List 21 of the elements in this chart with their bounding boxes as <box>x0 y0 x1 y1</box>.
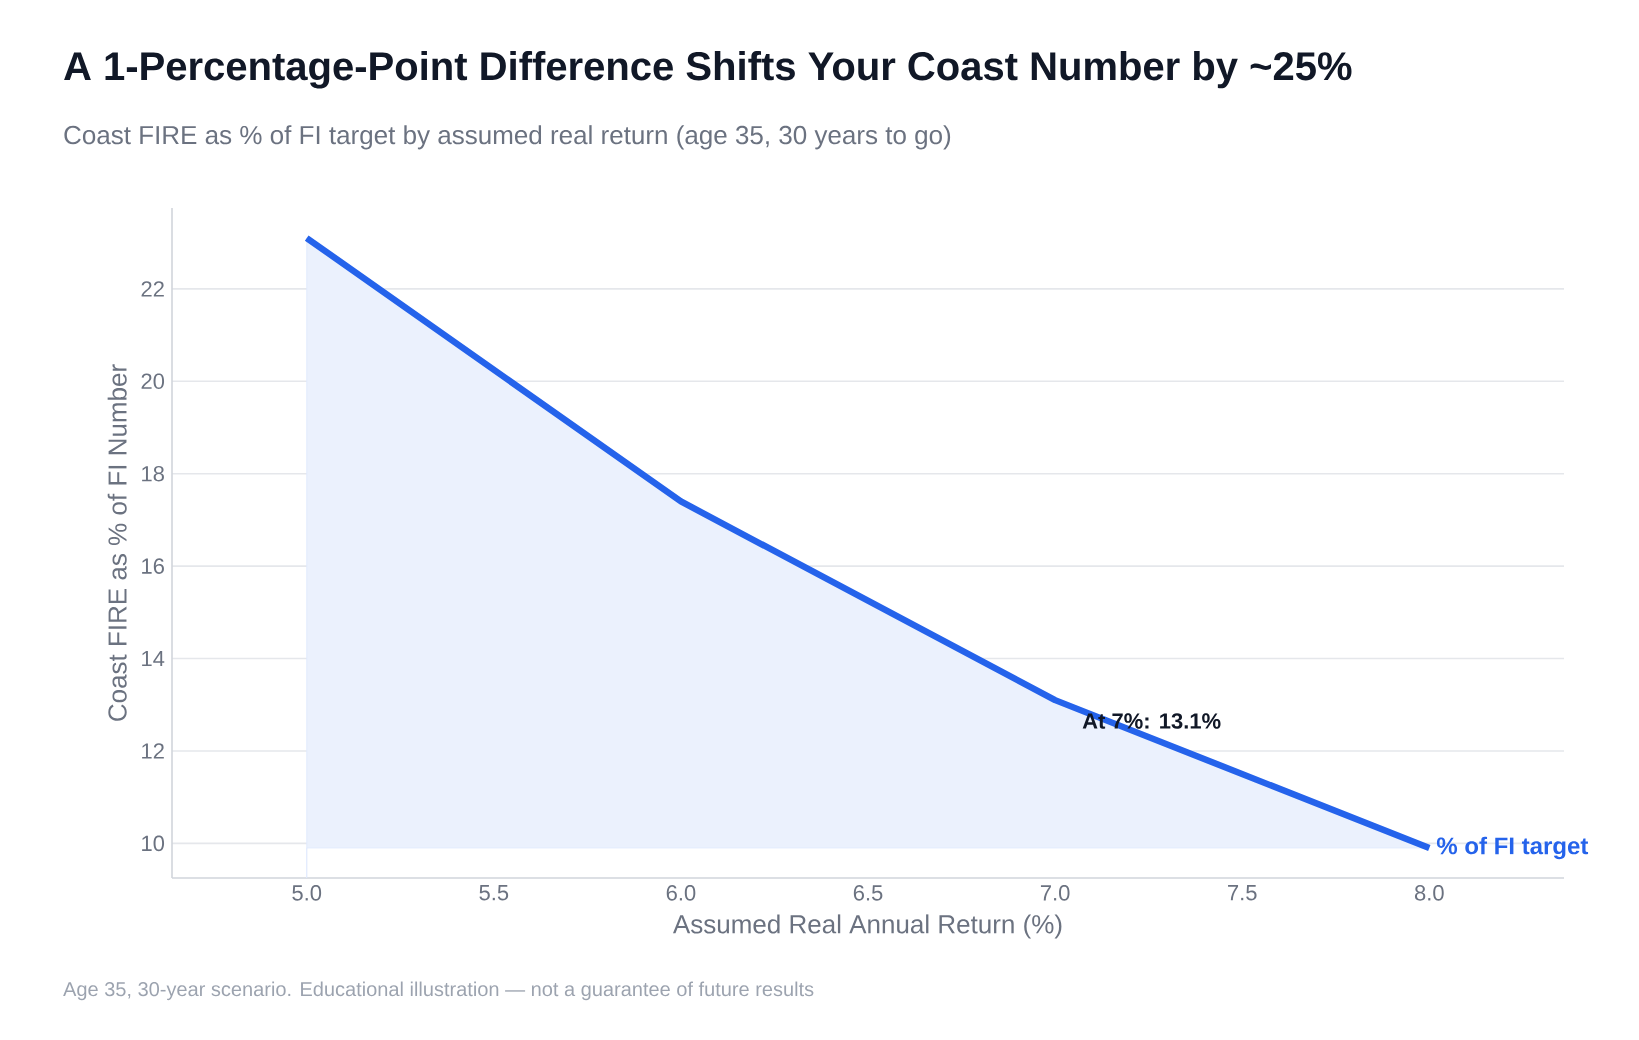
y-tick-label: 14 <box>142 650 165 667</box>
series-label: % of FI target <box>1436 836 1589 860</box>
x-tick-label: 7.5 <box>1228 885 1257 901</box>
chart-subtitle: Coast FIRE as % of FI target by assumed real return (age 35, 30 years to go) <box>64 125 951 150</box>
y-tick-label: 12 <box>142 743 164 759</box>
annotation: At 7%: 13.1% <box>1082 713 1221 729</box>
chart-title: A 1-Percentage-Point Difference Shifts Your Coast Number by ~25% <box>64 51 1352 89</box>
y-tick-label: 18 <box>142 465 164 482</box>
y-tick-label: 22 <box>141 281 164 297</box>
x-axis-title: Assumed Real Annual Return (%) <box>672 914 1062 939</box>
text: Age 35, 30-year scenario. Educational illustration — not a guarantee of future results <box>63 981 814 1001</box>
y-tick-label: 20 <box>141 373 165 390</box>
y-axis-title: Coast FIRE as % of FI Number <box>107 364 127 721</box>
x-tick-label: 6.5 <box>853 885 883 901</box>
x-tick-label: 5.0 <box>292 885 322 901</box>
x-tick-label: 5.5 <box>479 885 509 901</box>
x-tick-label: 8.0 <box>1414 885 1444 901</box>
y-tick-label: 16 <box>142 558 164 574</box>
x-tick-label: 6.0 <box>666 885 696 901</box>
y-tick-label: 10 <box>142 835 165 852</box>
x-tick-label: 7.0 <box>1040 885 1070 901</box>
